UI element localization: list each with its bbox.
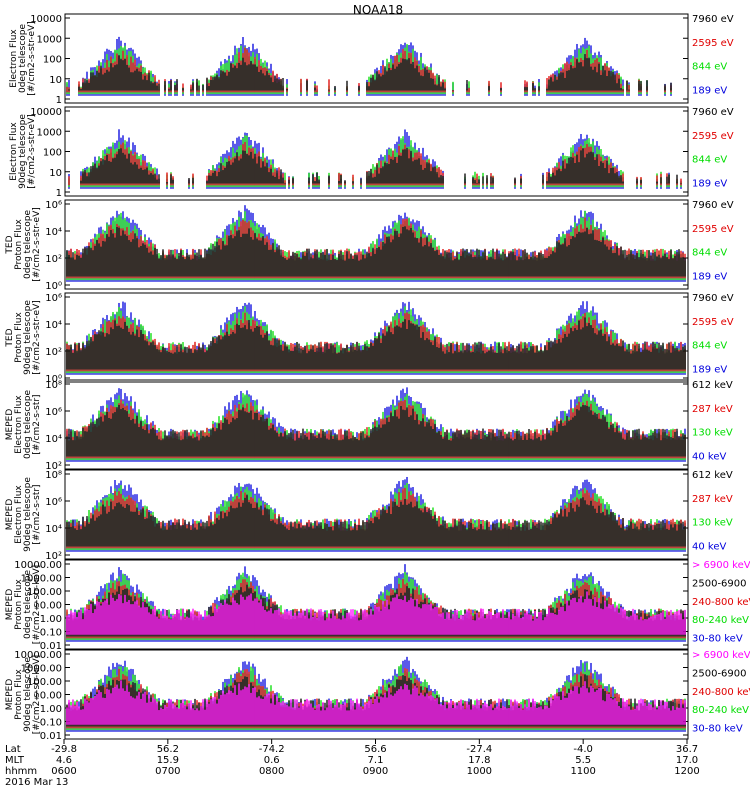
- y-axis-label: 90deg telescope: [18, 114, 28, 189]
- y-tick-label: 1: [56, 95, 62, 106]
- y-axis-label: TED: [5, 328, 15, 347]
- flux-marks: [66, 36, 672, 96]
- y-tick-label: 10²: [45, 461, 62, 472]
- y-tick-label: 10: [49, 75, 62, 86]
- y-axis-label: Electron Flux: [14, 395, 24, 454]
- legend-entry: 2595 eV: [692, 224, 734, 235]
- legend-entry: 287 keV: [692, 404, 733, 415]
- plot-frame: [64, 292, 689, 383]
- y-axis-label: MEPED: [5, 409, 15, 441]
- y-tick-label: 10⁶: [45, 293, 62, 304]
- y-axis-label: 0deg telescope: [18, 24, 28, 94]
- y-tick-label: 10⁴: [45, 227, 62, 238]
- legend-entry: 612 keV: [692, 380, 733, 391]
- legend-entry: 7960 eV: [692, 293, 734, 304]
- y-tick-label: 100: [43, 148, 62, 159]
- y-axis-label: [#/cm2-s-str-eV]: [27, 21, 37, 96]
- legend-entry: 844 eV: [692, 62, 727, 73]
- y-tick-label: 10⁸: [45, 380, 62, 391]
- chart-panel-3: 10⁶ 10⁴ 10² 10⁰ TED Proton Flux 0deg telescope…: [5, 199, 734, 292]
- plot-frame: [64, 199, 689, 290]
- legend-entry: 189 eV: [692, 271, 727, 282]
- y-tick-label: 100: [43, 55, 62, 66]
- flux-marks: [66, 387, 686, 462]
- chart-panel-4: 10⁶ 10⁴ 10² 10⁰ TED Proton Flux 90deg telescop…: [5, 292, 734, 385]
- flux-marks: [66, 301, 686, 375]
- y-tick-label: 10000: [30, 107, 62, 118]
- legend-entry: 189 eV: [692, 364, 727, 375]
- y-axis-label: Proton Flux: [14, 219, 24, 270]
- y-tick-label: 10⁰: [45, 281, 62, 292]
- y-tick-label: 10: [49, 168, 62, 179]
- chart-panel-5: 10⁸ 10⁶ 10⁴ 10² MEPED Electron Flux 0deg teles…: [5, 379, 733, 472]
- plot-frame: [64, 379, 689, 470]
- y-axis-label: [#/cm2-s-str-eV]: [27, 114, 37, 189]
- legend-entry: 7960 eV: [692, 200, 734, 211]
- y-tick-label: 10⁰: [45, 374, 62, 385]
- y-axis-label: [#/cm2-s-str-eV]: [32, 300, 42, 375]
- y-axis-label: Electron Flux: [9, 29, 19, 88]
- y-tick-label: 10⁶: [45, 407, 62, 418]
- legend-entry: 7960 eV: [692, 14, 734, 25]
- y-axis-label: Electron Flux: [9, 122, 19, 181]
- y-tick-label: 10⁴: [45, 320, 62, 331]
- y-tick-label: 10²: [45, 347, 62, 358]
- legend-entry: 130 keV: [692, 428, 733, 439]
- flux-marks: [68, 129, 682, 189]
- flux-marks: [66, 205, 686, 282]
- y-tick-label: 10⁶: [45, 200, 62, 211]
- y-tick-label: 10²: [45, 254, 62, 265]
- legend-entry: 844 eV: [692, 155, 727, 166]
- legend-entry: 2595 eV: [692, 317, 734, 328]
- y-axis-label: 90deg telescope: [23, 300, 33, 375]
- y-axis-label: TED: [5, 235, 15, 254]
- y-tick-label: 1000: [37, 127, 62, 138]
- legend-entry: 844 eV: [692, 341, 727, 352]
- y-axis-label: [#/cm2-s-str-eV]: [32, 207, 42, 282]
- legend-entry: 844 eV: [692, 248, 727, 259]
- legend-entry: 2595 eV: [692, 38, 734, 49]
- chart-title: NOAA18: [353, 3, 403, 17]
- y-tick-label: 10000: [30, 14, 62, 25]
- y-axis-label: 0deg telescope: [23, 390, 33, 460]
- chart-panel-2: 10000 1000 100 10 1 Electron Flux 90deg telesc…: [9, 106, 734, 199]
- y-tick-label: 1000: [37, 34, 62, 45]
- legend-entry: 2595 eV: [692, 131, 734, 142]
- legend-entry: 189 eV: [692, 85, 727, 96]
- legend-entry: 189 eV: [692, 178, 727, 189]
- chart-panel-1: 10000 1000 100 10 1 Electron Flux 0deg telesco…: [9, 13, 734, 106]
- y-axis-label: [#/cm2-s-str]: [32, 394, 42, 454]
- y-axis-label: 0deg telescope: [23, 210, 33, 280]
- y-tick-label: 1: [56, 188, 62, 199]
- legend-entry: 40 keV: [692, 451, 726, 462]
- y-axis-label: Proton Flux: [14, 312, 24, 363]
- y-tick-label: 10⁴: [45, 434, 62, 445]
- legend-entry: 7960 eV: [692, 107, 734, 118]
